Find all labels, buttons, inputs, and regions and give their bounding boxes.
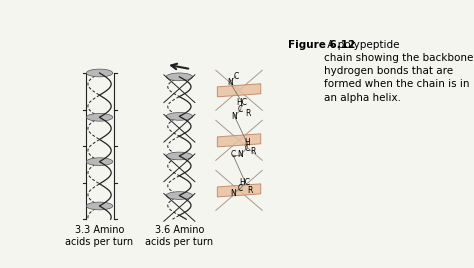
Text: N: N — [230, 189, 236, 198]
Text: C: C — [233, 72, 238, 81]
Text: N: N — [231, 111, 237, 121]
Ellipse shape — [166, 73, 192, 81]
Text: R: R — [250, 147, 255, 156]
Text: C: C — [244, 144, 249, 153]
Polygon shape — [218, 134, 261, 147]
Text: Figure 6.12: Figure 6.12 — [288, 40, 355, 50]
Text: C: C — [238, 105, 243, 114]
Text: C: C — [230, 150, 236, 159]
Ellipse shape — [86, 202, 113, 210]
Ellipse shape — [166, 192, 192, 199]
Text: 3.6 Amino
acids per turn: 3.6 Amino acids per turn — [146, 225, 213, 247]
Ellipse shape — [86, 69, 113, 77]
Text: R: R — [247, 185, 253, 195]
Ellipse shape — [86, 158, 113, 165]
Text: HC: HC — [237, 98, 247, 107]
Polygon shape — [218, 84, 261, 97]
Text: C: C — [238, 184, 243, 193]
Text: N: N — [227, 78, 233, 87]
Text: A polypeptide
chain showing the backbone
hydrogen bonds that are
formed when the: A polypeptide chain showing the backbone… — [324, 40, 474, 103]
Text: H: H — [244, 138, 250, 147]
Ellipse shape — [166, 113, 192, 120]
Ellipse shape — [166, 152, 192, 160]
Text: N: N — [238, 150, 244, 159]
Text: R: R — [246, 109, 251, 117]
Text: 3.3 Amino
acids per turn: 3.3 Amino acids per turn — [65, 225, 134, 247]
Polygon shape — [218, 184, 261, 197]
Text: HC: HC — [240, 178, 251, 187]
Ellipse shape — [86, 113, 113, 121]
